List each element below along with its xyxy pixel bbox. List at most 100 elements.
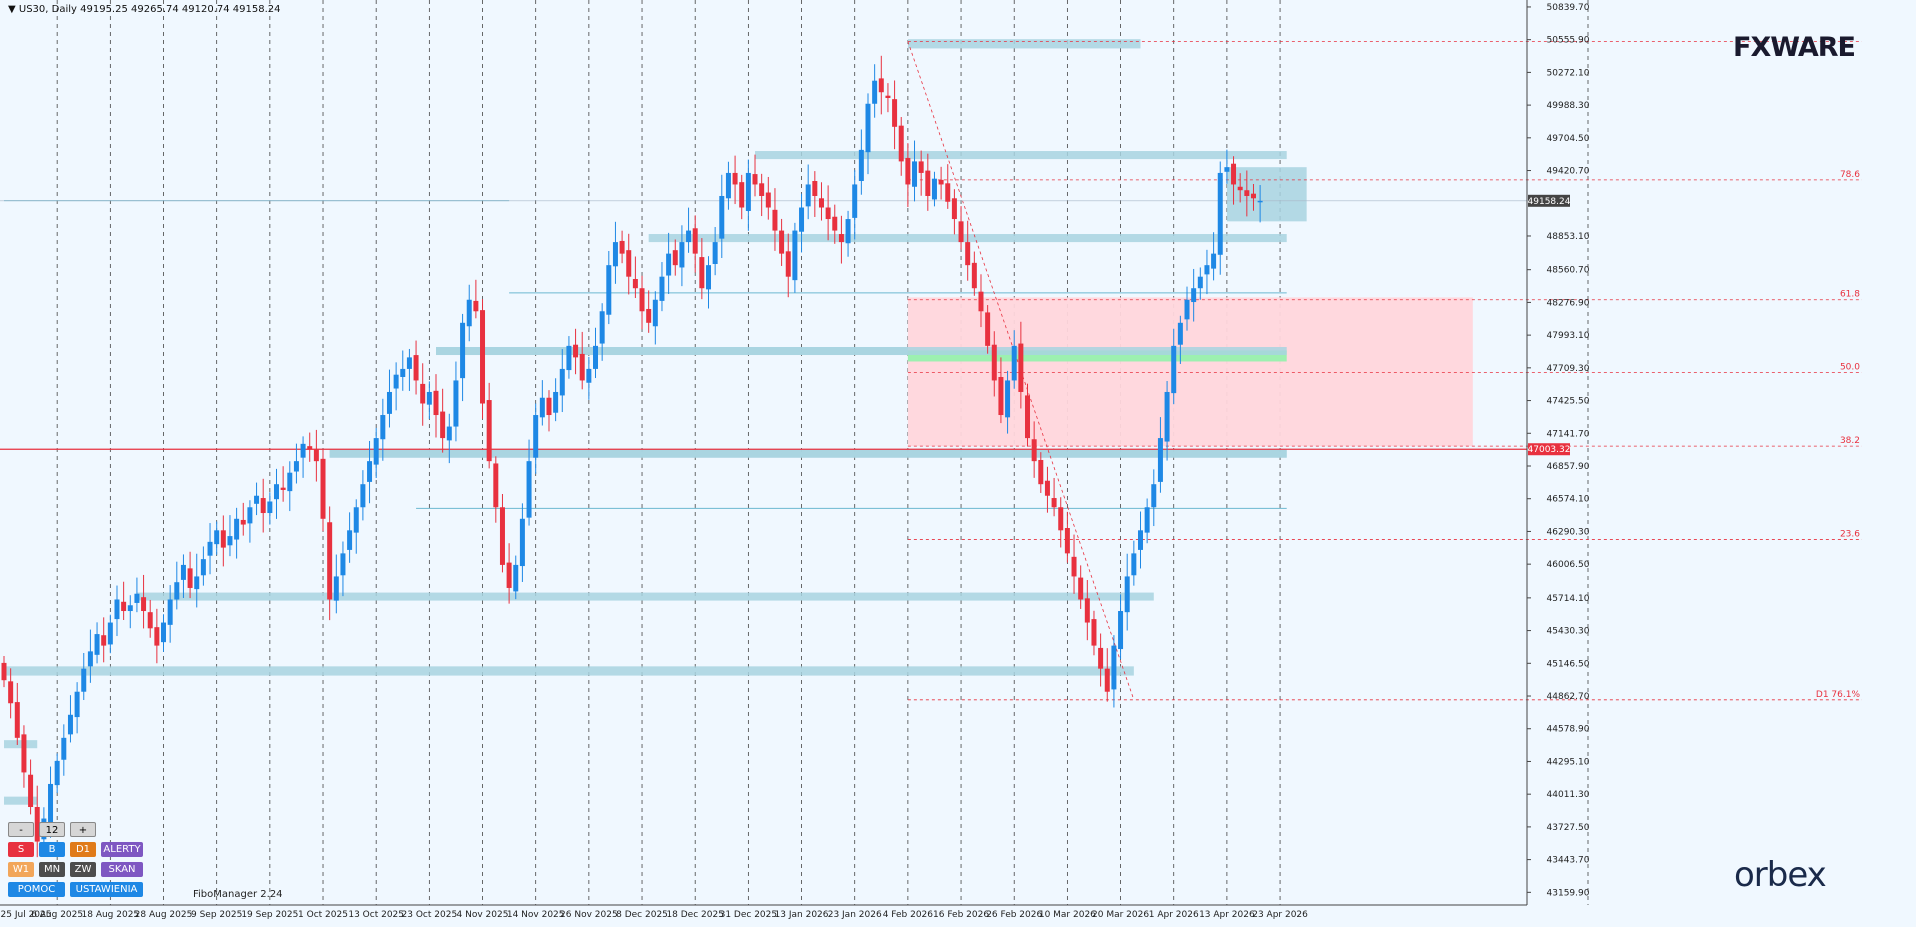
y-tick-label: 49988.30 [1547, 101, 1590, 111]
current-price-label: 49158.24 [1528, 197, 1571, 207]
candle-body [161, 622, 167, 643]
candle-body [898, 125, 904, 162]
zw-button[interactable]: ZW [70, 862, 96, 877]
candle-body [586, 368, 592, 383]
candle-body [606, 265, 612, 315]
timeframe-w1-button[interactable]: W1 [8, 862, 34, 877]
sr-zone-overlay [436, 347, 1287, 356]
fib-level-label: 50.0 [1840, 362, 1860, 372]
fib-level-label: D1 76.1% [1816, 690, 1861, 700]
y-tick-label: 46290.30 [1547, 527, 1590, 537]
y-tick-label: 47425.50 [1547, 397, 1590, 407]
candle-body [127, 605, 133, 612]
candle-body [273, 484, 279, 500]
scan-button[interactable]: SKAN [101, 862, 143, 877]
candle-body [21, 734, 27, 773]
chart-header-text: US30, Daily 49195.25 49265.74 49120.74 4… [18, 4, 281, 15]
candle-body [885, 95, 891, 98]
candle-body [134, 593, 140, 603]
candle-body [799, 207, 805, 232]
candle-body [965, 242, 971, 266]
candle-body [260, 498, 266, 514]
decrease-button[interactable]: - [8, 822, 34, 837]
y-tick-label: 45146.50 [1547, 659, 1590, 669]
y-tick-label: 47993.10 [1547, 331, 1590, 341]
fib-level-label: 61.8 [1840, 290, 1860, 300]
candle-body [240, 519, 246, 525]
sr-zone [1226, 167, 1307, 222]
candle-body [333, 576, 339, 601]
buy-button[interactable]: B [39, 842, 65, 857]
candle-body [1111, 645, 1117, 690]
candle-body [28, 774, 34, 808]
sr-zone [136, 592, 1154, 601]
candle-body [466, 299, 472, 327]
fib-level-label: 38.2 [1840, 436, 1860, 446]
candle-body [1118, 611, 1124, 650]
candle-body [666, 253, 672, 276]
candle-body [480, 310, 486, 404]
candle-body [1257, 200, 1263, 203]
candle-body [519, 518, 525, 567]
fib-level-label: 78.6 [1840, 170, 1860, 180]
alerts-button[interactable]: ALERTY [101, 842, 143, 857]
sr-zone [907, 39, 1141, 49]
sell-button[interactable]: S [8, 842, 34, 857]
y-tick-label: 43727.50 [1547, 823, 1590, 833]
candle-body [1157, 438, 1163, 482]
timeframe-mn-button[interactable]: MN [39, 862, 65, 877]
x-tick-label: 9 Sep 2025 [191, 910, 242, 920]
candle-body [938, 179, 944, 185]
candle-body [1071, 556, 1077, 577]
candle-body [985, 312, 991, 346]
y-tick-label: 45430.30 [1547, 627, 1590, 637]
candle-body [506, 562, 512, 588]
candle-body [832, 216, 838, 231]
chart-header-arrow[interactable]: ▼ [8, 4, 16, 15]
sr-zone [4, 740, 38, 749]
candle-body [719, 195, 725, 239]
chart-grid [56, 0, 1589, 905]
candle-body [373, 438, 379, 465]
candle-body [1184, 299, 1190, 320]
y-tick-label: 46006.50 [1547, 560, 1590, 570]
candle-body [1144, 507, 1150, 533]
settings-button[interactable]: USTAWIENIA [70, 882, 143, 897]
x-tick-label: 1 Oct 2025 [298, 910, 348, 920]
sr-zone [755, 151, 1287, 160]
candle-body [872, 80, 878, 104]
candle-body [141, 597, 147, 612]
y-tick-label: 50839.70 [1547, 3, 1590, 13]
candle-body [772, 209, 778, 231]
y-tick-label: 46857.90 [1547, 462, 1590, 472]
y-tick-label: 45714.10 [1547, 594, 1590, 604]
candle-body [579, 353, 585, 381]
candle-body [725, 172, 731, 199]
candle-body [313, 449, 319, 462]
timeframe-d1-button[interactable]: D1 [70, 842, 96, 857]
pink-zone [907, 297, 1473, 447]
candle-body [553, 391, 559, 413]
candle-body [825, 207, 831, 220]
sr-zone [4, 666, 1134, 676]
candle-body [1084, 598, 1090, 623]
y-tick-label: 48560.70 [1547, 266, 1590, 276]
candle-body [48, 783, 54, 822]
candle-body [453, 380, 459, 427]
x-tick-label: 4 Feb 2026 [883, 910, 934, 920]
increase-button[interactable]: + [70, 822, 96, 837]
candle-body [526, 461, 532, 518]
x-tick-label: 8 Dec 2025 [616, 910, 668, 920]
help-button[interactable]: POMOC [8, 882, 65, 897]
x-tick-label: 23 Jan 2026 [828, 910, 882, 920]
period-value-field[interactable]: 12 [39, 822, 65, 837]
y-tick-label: 49704.50 [1547, 134, 1590, 144]
chart-lines: 78.6 61.8 50.0 38.2 23.6 D1 76.1% [0, 41, 1862, 701]
candle-body [267, 501, 273, 514]
candle-body [785, 251, 791, 277]
candle-body [220, 530, 226, 548]
chart-axis: 50839.70 50555.90 50272.10 49988.30 49704.50… [0, 0, 1590, 920]
candle-body [1078, 577, 1084, 600]
